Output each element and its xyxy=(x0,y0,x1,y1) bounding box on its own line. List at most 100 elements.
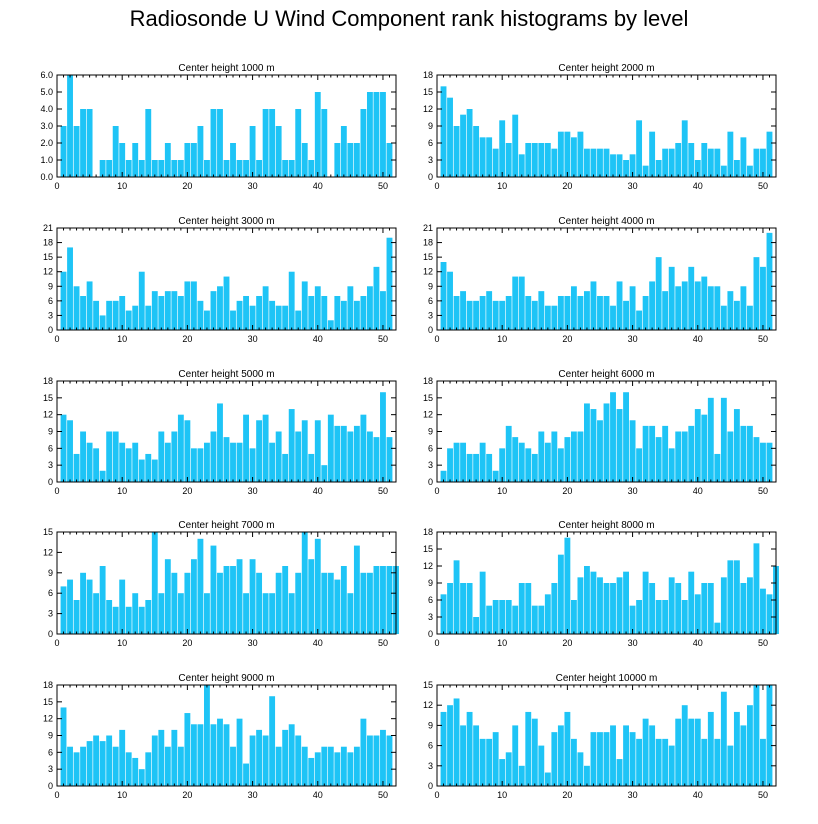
panel-8: Center height 8000 m 0 10 20 30 40 50 0 3 6 9 12 15 1… xyxy=(423,520,779,648)
bar xyxy=(125,448,132,482)
bar xyxy=(642,425,649,482)
bar xyxy=(453,296,460,330)
bar xyxy=(662,148,669,177)
x-tick-label: 40 xyxy=(313,790,323,800)
bar xyxy=(584,291,590,330)
bar xyxy=(353,425,360,482)
bar xyxy=(327,572,334,634)
bar xyxy=(106,600,113,634)
bar xyxy=(301,143,308,177)
bar xyxy=(269,442,276,482)
bar xyxy=(616,154,623,177)
bar xyxy=(243,593,249,634)
bar xyxy=(746,165,753,177)
bar xyxy=(531,453,538,482)
bar xyxy=(380,392,386,482)
y-tick-label: 3 xyxy=(48,609,53,619)
bar xyxy=(73,126,80,177)
bar xyxy=(223,276,230,330)
bar xyxy=(642,718,649,786)
bar xyxy=(314,420,321,482)
x-tick-label: 20 xyxy=(562,334,572,344)
bar xyxy=(164,143,171,177)
bar xyxy=(694,718,701,786)
bar xyxy=(636,120,643,177)
y-tick-label: 6 xyxy=(428,138,433,148)
bar xyxy=(629,732,636,786)
y-tick-label: 0 xyxy=(48,325,53,335)
bar xyxy=(177,593,184,634)
bar xyxy=(668,266,675,330)
bar xyxy=(662,600,669,634)
bar xyxy=(112,300,119,330)
y-tick-label: 0 xyxy=(48,629,53,639)
x-tick-label: 20 xyxy=(182,790,192,800)
x-tick-label: 50 xyxy=(378,181,388,191)
bar xyxy=(112,431,119,482)
y-tick-label: 6.0 xyxy=(40,70,53,80)
bar xyxy=(733,560,740,634)
bar xyxy=(525,296,532,330)
bar xyxy=(93,448,100,482)
bar xyxy=(453,698,460,786)
bar xyxy=(360,718,367,786)
bar xyxy=(99,315,106,330)
bar xyxy=(106,300,113,330)
bar xyxy=(714,148,721,177)
bar xyxy=(473,725,480,786)
y-tick-label: 18 xyxy=(423,527,433,537)
bar xyxy=(440,594,447,634)
bar xyxy=(164,291,171,330)
x-tick-label: 0 xyxy=(434,790,439,800)
bar xyxy=(145,109,152,177)
bar xyxy=(675,718,682,786)
x-tick-label: 40 xyxy=(313,486,323,496)
y-tick-label: 21 xyxy=(423,223,433,233)
bar xyxy=(466,300,473,330)
x-tick-label: 40 xyxy=(313,638,323,648)
x-tick-label: 50 xyxy=(758,181,768,191)
y-tick-label: 0.0 xyxy=(40,172,53,182)
bar xyxy=(479,137,486,177)
bar xyxy=(210,724,217,786)
bar xyxy=(99,566,106,634)
bar xyxy=(668,148,675,177)
bar xyxy=(132,143,139,177)
panel-title: Center height 2000 m xyxy=(558,63,654,74)
bar xyxy=(119,442,126,482)
bar xyxy=(301,420,308,482)
bar xyxy=(486,738,493,786)
bar xyxy=(760,588,766,634)
bar xyxy=(340,425,347,482)
y-tick-label: 6 xyxy=(48,747,53,757)
x-tick-label: 20 xyxy=(562,638,572,648)
x-tick-label: 50 xyxy=(758,638,768,648)
bar xyxy=(190,559,197,634)
bar xyxy=(119,579,126,634)
bar xyxy=(610,392,616,482)
x-tick-label: 50 xyxy=(378,486,388,496)
bar xyxy=(73,600,80,634)
bar xyxy=(720,691,727,786)
bar xyxy=(67,420,73,482)
bar xyxy=(353,300,360,330)
bar xyxy=(557,725,564,786)
bar xyxy=(308,296,315,330)
y-tick-label: 9 xyxy=(428,578,433,588)
bar xyxy=(158,160,165,177)
bar xyxy=(249,448,256,482)
bar xyxy=(570,286,577,330)
x-tick-label: 40 xyxy=(313,181,323,191)
bar xyxy=(688,266,695,330)
bar xyxy=(512,725,519,786)
bar xyxy=(275,572,282,634)
bar xyxy=(217,572,223,634)
bar xyxy=(275,746,282,786)
y-tick-label: 15 xyxy=(43,527,53,537)
bar xyxy=(132,593,139,634)
bar xyxy=(531,300,538,330)
y-tick-label: 6 xyxy=(48,443,53,453)
y-tick-label: 0 xyxy=(428,629,433,639)
bar xyxy=(584,765,590,786)
